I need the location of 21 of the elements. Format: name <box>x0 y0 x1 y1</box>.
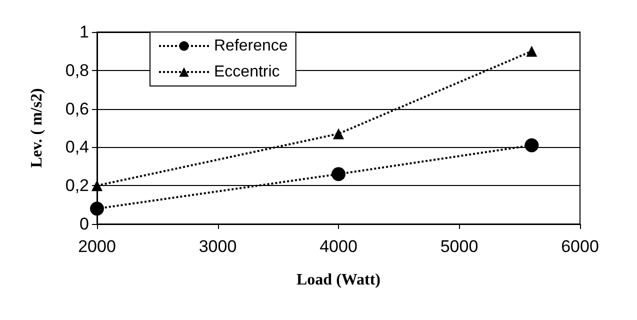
y-tick-label: 1 <box>80 22 89 42</box>
point <box>526 46 538 57</box>
x-tick-label: 2000 <box>78 237 116 256</box>
legend-label: Reference <box>214 38 288 54</box>
x-tick-label: 5000 <box>440 237 478 256</box>
x-tick-label: 3000 <box>198 237 237 256</box>
y-axis-title: Lev. ( m/s2) <box>28 88 46 168</box>
legend-label: Eccentric <box>214 64 280 80</box>
y-tick-label: 0,4 <box>65 138 89 157</box>
y-tick-label: 0,6 <box>65 99 89 118</box>
x-tick-label: 6000 <box>561 237 599 256</box>
x-axis-title: Load (Watt) <box>296 272 380 288</box>
point <box>333 128 344 140</box>
point <box>92 180 102 192</box>
point <box>332 167 346 182</box>
point <box>524 138 539 152</box>
x-tick-label: 4000 <box>320 237 358 256</box>
y-tick-label: 0,8 <box>65 60 89 80</box>
y-tick-label: 0 <box>80 214 89 234</box>
point <box>90 202 104 216</box>
y-tick-label: 0,2 <box>65 176 89 196</box>
